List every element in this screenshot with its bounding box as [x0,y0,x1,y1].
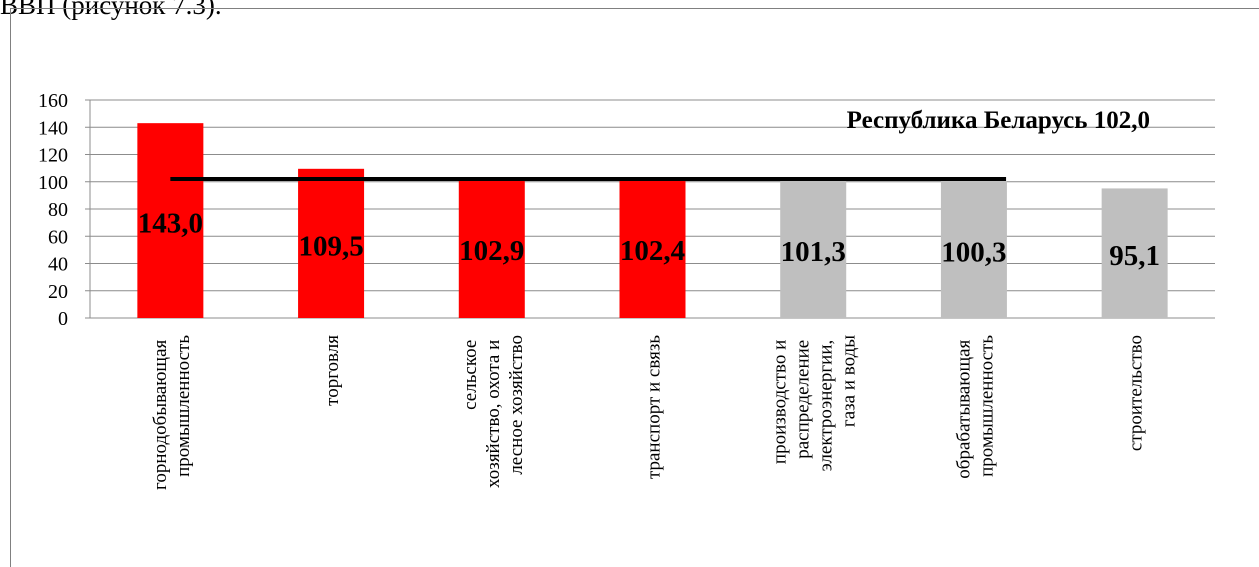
x-tick-label-line: газа и воды [839,335,860,427]
reference-label: Республика Беларусь 102,0 [847,107,1150,134]
x-tick-label-line: горнодобывающая [150,335,171,490]
y-tick-label: 20 [48,281,68,303]
y-tick-label: 40 [48,254,68,276]
y-tick-label: 0 [58,308,68,330]
value-label: 100,3 [941,237,1006,269]
x-tick-label-line: распределение [793,335,814,459]
x-tick-label: строительство [1126,335,1147,451]
value-label: 143,0 [138,208,203,240]
x-tick-label: горнодобывающая промышленность [150,335,194,490]
value-label: 102,4 [620,235,685,267]
bar [619,178,686,318]
y-tick-label: 140 [38,117,68,139]
x-tick-label: транспорт и связь [644,335,665,479]
x-tick-label-line: торговля [322,335,343,406]
x-tick-label-line: транспорт и связь [644,335,665,479]
value-label: 102,9 [459,235,524,267]
x-tick-label-line: строительство [1126,335,1147,451]
page-text: ВВП (рисунок 7.3). [0,0,222,20]
value-label: 109,5 [298,230,363,262]
x-tick-label: сельское хозяйство, охота и лесное хозяй… [460,335,527,488]
bar [940,181,1007,318]
x-tick-label-line: лесное хозяйство [506,335,527,475]
x-tick-label-line: промышленность [173,335,194,477]
x-tick-label-line: хозяйство, охота и [483,335,504,488]
y-tick-label: 60 [48,226,68,248]
x-tick-label-line: сельское [460,335,481,410]
bar [780,179,847,318]
bar [298,168,365,318]
y-tick-label: 100 [38,172,68,194]
y-tick-label: 160 [38,90,68,112]
x-tick-label-line: обрабатывающая [953,335,974,479]
x-tick-label: торговля [322,335,343,406]
y-tick-label: 80 [48,199,68,221]
value-label: 101,3 [781,236,846,268]
x-tick-label: производство и распределение электроэнер… [770,335,860,472]
x-tick-label-line: производство и [770,335,791,464]
bar [137,123,204,318]
y-tick-label: 120 [38,145,68,167]
x-tick-label-line: электроэнергии, [816,335,837,471]
x-tick-label-line: промышленность [976,335,997,477]
chart-frame [10,8,1259,567]
bar [1101,188,1168,318]
x-tick-label: обрабатывающая промышленность [953,335,997,479]
bar [458,177,525,318]
value-label: 95,1 [1109,240,1160,272]
